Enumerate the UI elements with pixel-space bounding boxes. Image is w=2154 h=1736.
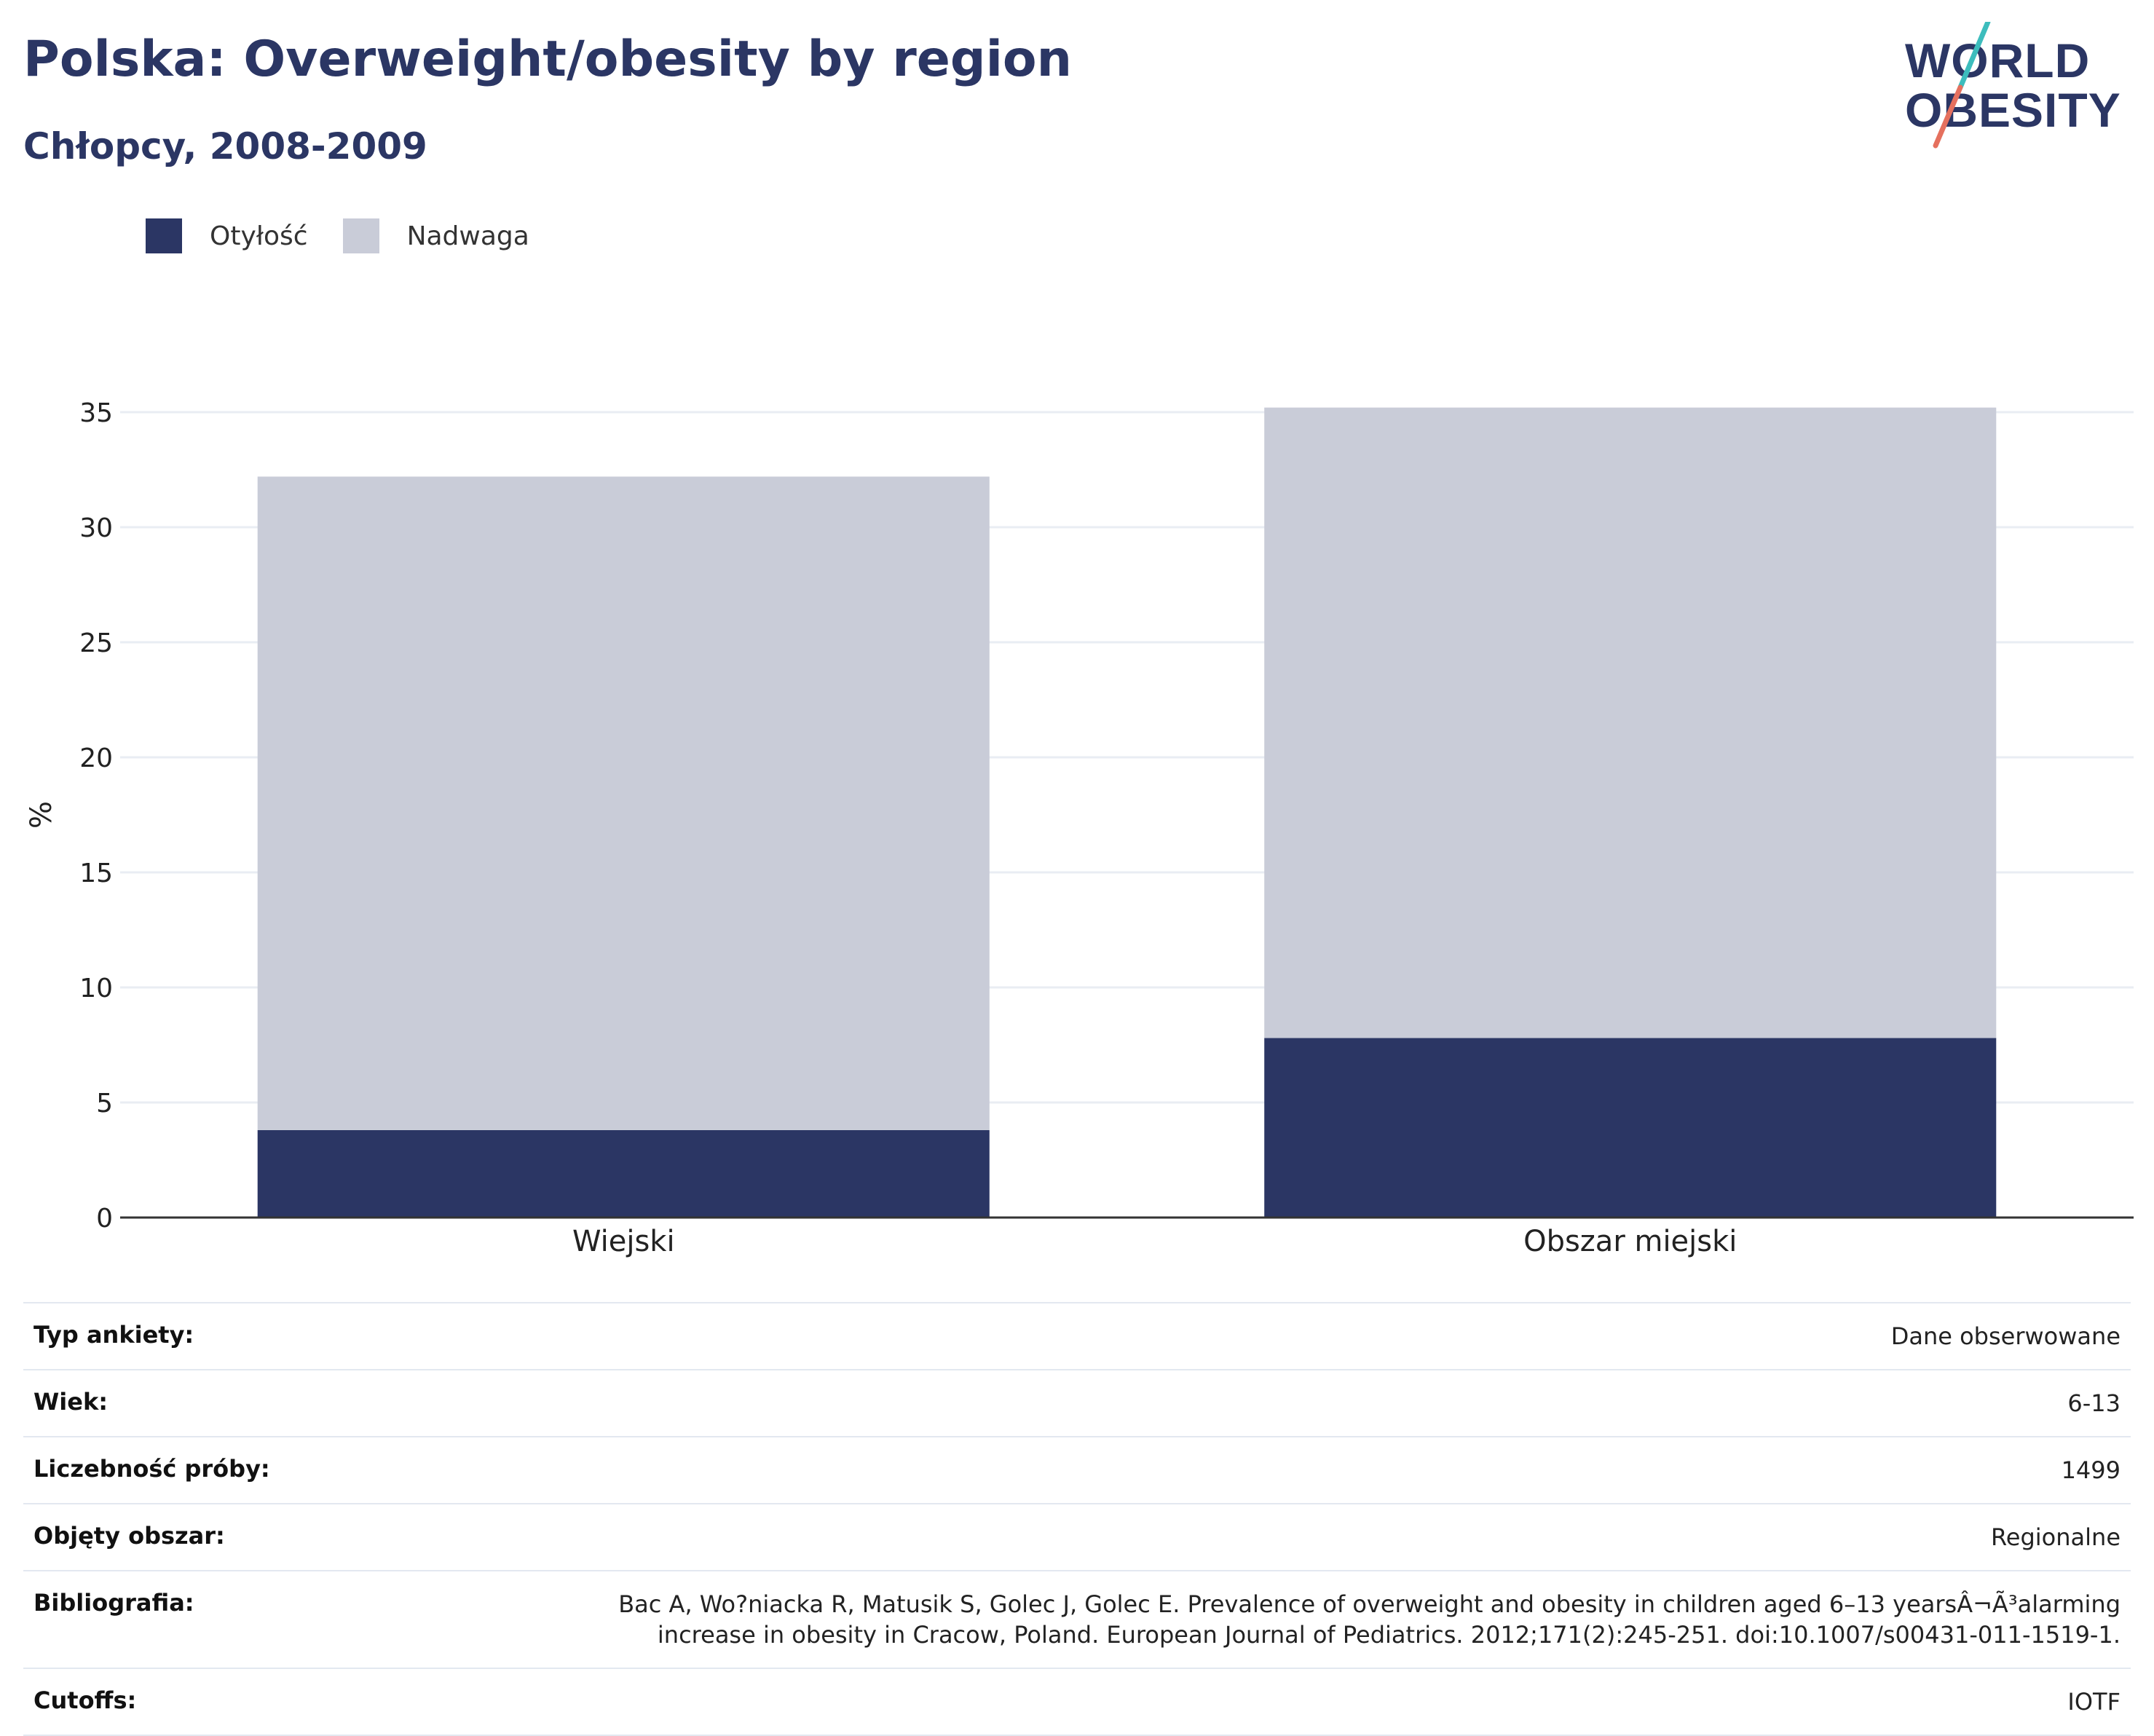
bar-chart: 0 5 10 15 20 25 30 35% Wiejski Obszar miejski — [25, 398, 2134, 1258]
y-tick-label: 5 — [96, 1089, 113, 1118]
info-value: Bac A, Wo?niacka R, Matusik S, Golec J, … — [553, 1570, 2131, 1668]
info-row-sample-size: Liczebność próby: 1499 — [23, 1436, 2131, 1504]
bar-segment — [1264, 407, 1997, 1038]
bar-segment — [257, 476, 990, 1130]
y-tick-label: 10 — [79, 974, 113, 1003]
info-value: 1499 — [553, 1436, 2131, 1504]
logo-text-line2: OBESITY — [1905, 83, 2121, 137]
info-row-age: Wiek: 6-13 — [23, 1369, 2131, 1437]
logo-slash-top — [1957, 22, 1991, 90]
info-value: 6-13 — [553, 1369, 2131, 1437]
legend-label-obesity: Otyłość — [210, 221, 308, 251]
x-tick-label: Obszar miejski — [1523, 1225, 1737, 1258]
chart-subtitle: Chłopcy, 2008-2009 — [23, 125, 427, 167]
info-row-survey-type: Typ ankiety: Dane obserwowane — [23, 1302, 2131, 1370]
chart-legend: Otyłość Nadwaga — [146, 217, 564, 255]
y-axis-label: % — [25, 801, 58, 829]
survey-info-table: Typ ankiety: Dane obserwowane Wiek: 6-13… — [23, 1302, 2131, 1736]
legend-swatch-overweight — [342, 218, 379, 253]
legend-label-overweight: Nadwaga — [406, 221, 529, 251]
info-key: Liczebność próby: — [23, 1436, 553, 1504]
info-key: Wiek: — [23, 1369, 553, 1437]
y-tick-label: 15 — [79, 859, 113, 888]
bar-segment — [1264, 1038, 1997, 1218]
info-value: Regionalne — [553, 1503, 2131, 1571]
y-tick-label: 0 — [96, 1204, 113, 1234]
info-key: Bibliografia: — [23, 1570, 553, 1668]
logo-slash-bottom — [1933, 84, 1963, 149]
info-row-cutoffs: Cutoffs: IOTF — [23, 1668, 2131, 1736]
y-tick-label: 25 — [79, 628, 113, 658]
info-key: Typ ankiety: — [23, 1302, 553, 1370]
legend-item-overweight[interactable]: Nadwaga — [342, 218, 529, 253]
info-key: Cutoffs: — [23, 1668, 553, 1736]
info-value: IOTF — [553, 1668, 2131, 1736]
y-tick-label: 30 — [79, 513, 113, 543]
x-tick-label: Wiejski — [572, 1225, 675, 1258]
chart-title: Polska: Overweight/obesity by region — [23, 31, 1073, 88]
info-row-bibliography: Bibliografia: Bac A, Wo?niacka R, Matusi… — [23, 1570, 2131, 1668]
world-obesity-logo: WORLD OBESITY — [1901, 22, 2141, 153]
y-tick-label: 35 — [79, 398, 113, 428]
info-value: Dane obserwowane — [553, 1302, 2131, 1370]
y-tick-label: 20 — [79, 743, 113, 773]
info-row-area-covered: Objęty obszar: Regionalne — [23, 1503, 2131, 1571]
bar-segment — [257, 1129, 990, 1218]
info-key: Objęty obszar: — [23, 1503, 553, 1571]
legend-item-obesity[interactable]: Otyłość — [146, 218, 308, 253]
logo-slash-icon — [1933, 22, 1991, 149]
legend-swatch-obesity — [146, 218, 182, 253]
logo-text-line1: WORLD — [1905, 33, 2091, 87]
